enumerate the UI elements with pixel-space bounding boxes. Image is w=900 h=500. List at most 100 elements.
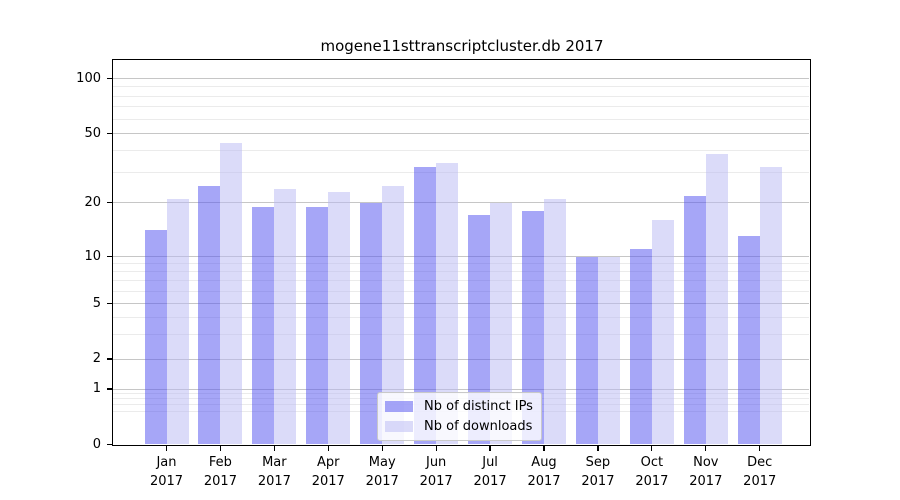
x-tick-mark — [435, 446, 437, 451]
x-tick-label: Oct 2017 — [624, 453, 680, 491]
bar-distinct-ips-jun — [414, 167, 437, 445]
x-tick-month: Jul — [482, 454, 498, 470]
y-tick-mark — [106, 302, 112, 305]
y-tick-mark — [106, 256, 112, 258]
bar-downloads-aug — [544, 199, 566, 445]
x-tick-label: Mar 2017 — [246, 453, 302, 491]
minor-gridline — [113, 171, 809, 173]
bar-downloads-mar — [274, 188, 297, 445]
bar-downloads-may — [382, 185, 405, 445]
bar-distinct-ips-may — [360, 202, 383, 445]
x-tick-label: Jul 2017 — [462, 453, 518, 491]
x-tick-mark — [759, 446, 761, 451]
bar-downloads-sep — [597, 256, 620, 445]
bar-distinct-ips-dec — [737, 236, 760, 445]
x-tick-label: May 2017 — [354, 453, 410, 491]
x-tick-label: Dec 2017 — [732, 453, 788, 491]
x-tick-mark — [219, 446, 222, 451]
x-tick-year: 2017 — [635, 473, 669, 489]
y-tick-mark — [106, 443, 112, 446]
bar-downloads-apr — [328, 192, 351, 445]
bar-downloads-jul — [490, 202, 513, 445]
x-tick-month: Nov — [693, 454, 719, 470]
x-tick-year: 2017 — [743, 473, 777, 489]
x-tick-label: Nov 2017 — [678, 453, 734, 491]
y-tick-mark — [106, 202, 112, 204]
bar-downloads-jan — [166, 199, 189, 445]
bar-distinct-ips-aug — [522, 210, 544, 445]
x-tick-year: 2017 — [527, 473, 561, 489]
y-tick-label: 50 — [84, 125, 101, 141]
bar-distinct-ips-oct — [629, 249, 652, 445]
x-tick-mark — [165, 446, 168, 451]
bar-distinct-ips-sep — [575, 256, 598, 445]
x-tick-year: 2017 — [257, 473, 291, 489]
bar-distinct-ips-mar — [252, 206, 275, 445]
major-gridline — [113, 78, 809, 79]
chart-title: mogene11sttranscriptcluster.db 2017 — [320, 37, 604, 55]
y-tick-mark — [106, 388, 112, 390]
y-tick-label: 10 — [84, 248, 101, 264]
x-tick-mark — [543, 446, 545, 451]
x-tick-mark — [705, 446, 707, 451]
y-tick-mark — [106, 132, 112, 135]
x-tick-month: Jun — [425, 454, 447, 470]
x-tick-month: Feb — [208, 454, 232, 470]
x-tick-label: Aug 2017 — [516, 453, 572, 491]
legend-label: Nb of distinct IPs — [424, 399, 533, 414]
x-tick-month: Apr — [317, 454, 340, 470]
x-tick-mark — [273, 446, 275, 451]
y-tick-label: 1 — [92, 381, 101, 396]
x-tick-label: Apr 2017 — [300, 453, 356, 491]
x-tick-label: Sep 2017 — [570, 453, 626, 491]
x-tick-year: 2017 — [419, 473, 453, 489]
legend-row: Nb of distinct IPs — [385, 399, 533, 414]
x-tick-month: Mar — [262, 454, 287, 470]
x-tick-label: Feb 2017 — [192, 453, 248, 491]
x-tick-month: May — [368, 454, 396, 470]
bar-downloads-jun — [436, 162, 459, 445]
x-tick-mark — [489, 446, 491, 451]
bar-downloads-dec — [759, 167, 782, 445]
legend-swatch — [385, 401, 413, 412]
x-tick-year: 2017 — [581, 473, 615, 489]
x-tick-label: Jan 2017 — [139, 453, 195, 491]
x-tick-year: 2017 — [365, 473, 399, 489]
y-tick-label: 2 — [92, 351, 101, 366]
major-gridline — [113, 133, 809, 134]
bar-distinct-ips-jan — [144, 230, 167, 445]
bar-downloads-oct — [651, 220, 674, 445]
x-tick-month: Jan — [156, 454, 177, 470]
x-tick-label: Jun 2017 — [408, 453, 464, 491]
x-tick-year: 2017 — [203, 473, 237, 489]
x-tick-mark — [327, 446, 329, 451]
y-tick-label: 20 — [84, 194, 101, 210]
bar-downloads-feb — [220, 143, 243, 445]
y-tick-label: 5 — [92, 295, 101, 311]
x-tick-mark — [381, 446, 383, 451]
bar-distinct-ips-apr — [306, 206, 329, 445]
x-tick-month: Oct — [640, 454, 664, 470]
legend-label: Nb of downloads — [424, 419, 533, 434]
x-tick-month: Sep — [585, 454, 611, 470]
legend: Nb of distinct IPs Nb of downloads — [377, 392, 542, 441]
legend-row: Nb of downloads — [385, 419, 533, 434]
bar-downloads-nov — [705, 154, 728, 445]
y-tick-mark — [106, 358, 112, 360]
x-tick-month: Aug — [531, 454, 557, 470]
bar-distinct-ips-feb — [198, 185, 221, 445]
x-tick-year: 2017 — [689, 473, 723, 489]
x-tick-year: 2017 — [311, 473, 345, 489]
y-tick-mark — [106, 77, 112, 80]
x-tick-mark — [597, 446, 599, 451]
y-tick-label: 0 — [92, 436, 101, 452]
minor-gridline — [113, 95, 809, 97]
minor-gridline — [113, 149, 809, 151]
x-tick-year: 2017 — [473, 473, 507, 489]
minor-gridline — [113, 118, 809, 120]
x-tick-mark — [651, 446, 653, 451]
minor-gridline — [113, 86, 809, 88]
x-tick-month: Dec — [747, 454, 773, 470]
legend-swatch — [385, 421, 413, 432]
